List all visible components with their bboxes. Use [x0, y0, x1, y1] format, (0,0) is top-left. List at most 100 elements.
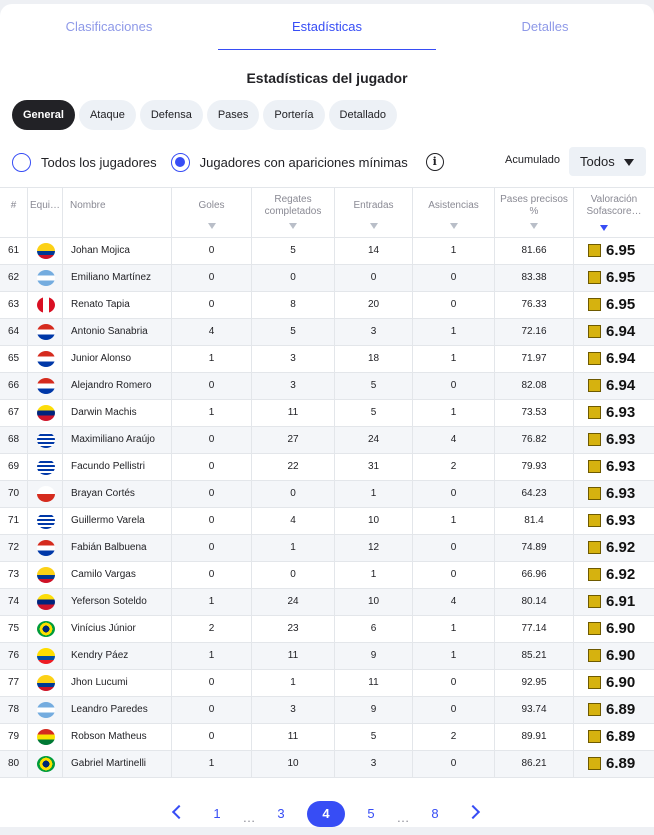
cell-player-name[interactable]: Jhon Lucumi [62, 670, 171, 696]
cell-player-name[interactable]: Darwin Machis [62, 400, 171, 426]
cell-player-name[interactable]: Camilo Vargas [62, 562, 171, 588]
cell-player-name[interactable]: Fabián Balbuena [62, 535, 171, 561]
table-row[interactable]: 77 Jhon Lucumi 0 1 11 0 92.95 6.90 [0, 670, 654, 697]
table-row[interactable]: 66 Alejandro Romero 0 3 5 0 82.08 6.94 [0, 373, 654, 400]
col-assists[interactable]: Asistencias [412, 188, 494, 238]
cell-player-name[interactable]: Facundo Pellistri [62, 454, 171, 480]
sort-arrow-icon[interactable] [369, 223, 378, 229]
rating-badge-icon [588, 460, 601, 473]
rating-value: 6.93 [606, 404, 636, 421]
table-row[interactable]: 71 Guillermo Varela 0 4 10 1 81.4 6.93 [0, 508, 654, 535]
table-row[interactable]: 67 Darwin Machis 1 11 5 1 73.53 6.93 [0, 400, 654, 427]
table-row[interactable]: 76 Kendry Páez 1 11 9 1 85.21 6.90 [0, 643, 654, 670]
sort-arrow-icon[interactable] [289, 223, 297, 229]
cell-player-name[interactable]: Johan Mojica [62, 238, 171, 264]
table-row[interactable]: 72 Fabián Balbuena 0 1 12 0 74.89 6.92 [0, 535, 654, 562]
cell-team [27, 454, 62, 480]
col-tackles[interactable]: Entradas [334, 188, 412, 238]
col-rating[interactable]: Valoración Sofascore… [573, 188, 654, 238]
table-row[interactable]: 73 Camilo Vargas 0 0 1 0 66.96 6.92 [0, 562, 654, 589]
cell-dribbles: 0 [251, 562, 334, 588]
page-3[interactable]: 3 [277, 806, 285, 821]
cell-player-name[interactable]: Gabriel Martinelli [62, 751, 171, 777]
table-row[interactable]: 80 Gabriel Martinelli 1 10 3 0 86.21 6.89 [0, 751, 654, 778]
chip-ataque[interactable]: Ataque [78, 100, 136, 130]
info-icon[interactable]: i [425, 153, 444, 171]
cell-player-name[interactable]: Guillermo Varela [62, 508, 171, 534]
table-row[interactable]: 61 Johan Mojica 0 5 14 1 81.66 6.95 [0, 238, 654, 265]
cell-player-name[interactable]: Junior Alonso [62, 346, 171, 372]
page-5[interactable]: 5 [367, 806, 375, 821]
stats-table: # Equi… Nombre Goles Regates completados… [0, 187, 654, 778]
cell-player-name[interactable]: Kendry Páez [62, 643, 171, 669]
rating-badge-icon [588, 757, 601, 770]
table-row[interactable]: 68 Maximiliano Araújo 0 27 24 4 76.82 6.93 [0, 427, 654, 454]
cell-player-name[interactable]: Alejandro Romero [62, 373, 171, 399]
col-goals[interactable]: Goles [171, 188, 251, 238]
page-4-current[interactable]: 4 [307, 801, 345, 827]
radio-min-appearances[interactable]: Jugadores con apariciones mínimas [170, 152, 408, 172]
table-row[interactable]: 78 Leandro Paredes 0 3 9 0 93.74 6.89 [0, 697, 654, 724]
sort-arrow-icon[interactable] [530, 223, 538, 229]
table-header: # Equi… Nombre Goles Regates completados… [0, 187, 654, 238]
sort-arrow-icon[interactable] [207, 223, 216, 229]
cell-tackles: 5 [334, 724, 412, 750]
sort-arrow-active-icon[interactable] [600, 225, 608, 231]
cell-team [27, 562, 62, 588]
cell-team [27, 481, 62, 507]
cell-player-name[interactable]: Yeferson Soteldo [62, 589, 171, 615]
cell-player-name[interactable]: Leandro Paredes [62, 697, 171, 723]
col-passes[interactable]: Pases precisos % [494, 188, 573, 238]
chip-pases[interactable]: Pases [206, 100, 260, 130]
table-row[interactable]: 70 Brayan Cortés 0 0 1 0 64.23 6.93 [0, 481, 654, 508]
cell-passes: 72.16 [494, 319, 573, 345]
cell-rating: 6.94 [573, 346, 654, 372]
cell-player-name[interactable]: Robson Matheus [62, 724, 171, 750]
table-row[interactable]: 69 Facundo Pellistri 0 22 31 2 79.93 6.93 [0, 454, 654, 481]
ecuador-flag-icon [37, 648, 55, 664]
next-page-arrow-icon[interactable] [465, 804, 481, 820]
cell-player-name[interactable]: Renato Tapia [62, 292, 171, 318]
table-row[interactable]: 62 Emiliano Martínez 0 0 0 0 83.38 6.95 [0, 265, 654, 292]
rating-value: 6.93 [606, 485, 636, 502]
caret-down-icon [624, 159, 634, 166]
cell-team [27, 400, 62, 426]
page-ellipsis: … [396, 810, 410, 825]
table-row[interactable]: 64 Antonio Sanabria 4 5 3 1 72.16 6.94 [0, 319, 654, 346]
table-row[interactable]: 65 Junior Alonso 1 3 18 1 71.97 6.94 [0, 346, 654, 373]
venezuela-flag-icon [37, 594, 55, 610]
cell-passes: 73.53 [494, 400, 573, 426]
chip-porteria[interactable]: Portería [263, 100, 325, 130]
sort-arrow-icon[interactable] [449, 223, 458, 229]
table-row[interactable]: 63 Renato Tapia 0 8 20 0 76.33 6.95 [0, 292, 654, 319]
chip-defensa[interactable]: Defensa [139, 100, 203, 130]
cell-player-name[interactable]: Vinícius Júnior [62, 616, 171, 642]
chip-detallado[interactable]: Detallado [328, 100, 398, 130]
radio-all-players[interactable]: Todos los jugadores [12, 152, 157, 172]
cell-dribbles: 3 [251, 346, 334, 372]
cell-dribbles: 5 [251, 319, 334, 345]
cell-player-name[interactable]: Brayan Cortés [62, 481, 171, 507]
table-row[interactable]: 79 Robson Matheus 0 11 5 2 89.91 6.89 [0, 724, 654, 751]
rating-value: 6.89 [606, 728, 636, 745]
cell-player-name[interactable]: Antonio Sanabria [62, 319, 171, 345]
page-8[interactable]: 8 [431, 806, 439, 821]
cell-goals: 0 [171, 562, 251, 588]
tab-estadisticas[interactable]: Estadísticas [218, 4, 436, 50]
page-1[interactable]: 1 [213, 806, 221, 821]
table-row[interactable]: 74 Yeferson Soteldo 1 24 10 4 80.14 6.91 [0, 589, 654, 616]
accumulated-select[interactable]: Todos [569, 147, 646, 176]
cell-passes: 83.38 [494, 265, 573, 291]
argentina-flag-icon [37, 702, 55, 718]
stat-category-chips: General Ataque Defensa Pases Portería De… [12, 100, 398, 130]
prev-page-arrow-icon[interactable] [171, 804, 187, 820]
chip-general[interactable]: General [12, 100, 75, 130]
col-dribbles[interactable]: Regates completados [251, 188, 334, 238]
table-body: 61 Johan Mojica 0 5 14 1 81.66 6.95 62 Emiliano M… [0, 238, 654, 778]
tab-clasificaciones[interactable]: Clasificaciones [65, 19, 153, 34]
cell-player-name[interactable]: Emiliano Martínez [62, 265, 171, 291]
table-row[interactable]: 75 Vinícius Júnior 2 23 6 1 77.14 6.90 [0, 616, 654, 643]
rating-value: 6.91 [606, 593, 636, 610]
cell-player-name[interactable]: Maximiliano Araújo [62, 427, 171, 453]
tab-detalles[interactable]: Detalles [521, 19, 569, 34]
